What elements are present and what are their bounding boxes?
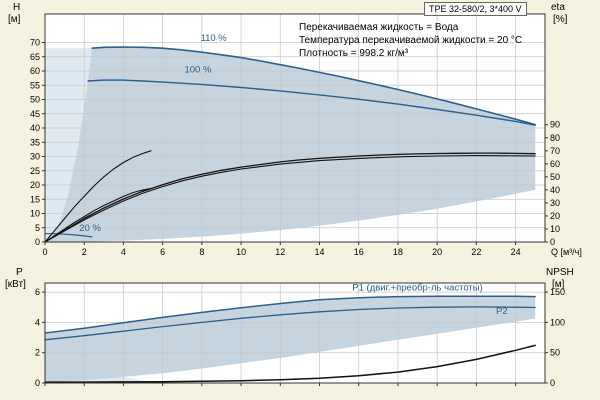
x-tick-label: 12 xyxy=(275,247,285,257)
y2-tick-label: 40 xyxy=(550,185,560,195)
y2-tick-label: 70 xyxy=(550,146,560,156)
fluid-info-block: Перекачиваемая жидкость = Вода Температу… xyxy=(299,21,522,60)
y2-tick-label: 30 xyxy=(550,198,560,208)
eta-curve-partial-low xyxy=(44,188,152,243)
speed-envelope-light xyxy=(45,48,93,243)
npsh-axis-unit: [м] xyxy=(552,279,565,290)
x-tick-label: 14 xyxy=(315,247,325,257)
y-tick-label: 40 xyxy=(30,123,40,133)
y-tick-label: 50 xyxy=(30,95,40,105)
info-line-density: Плотность = 998.2 кг/м³ xyxy=(299,48,409,59)
y-tick-label: 70 xyxy=(30,38,40,48)
power-npsh-chart: 0 2 4 6 0 50 100 150 P1 (двиг.+преобр-ль частоты… xyxy=(35,282,565,388)
y-tick-label: 5 xyxy=(35,223,40,233)
info-line-temperature: Температура перекачиваемой жидкости = 20… xyxy=(299,35,523,46)
p1-curve xyxy=(44,295,536,334)
x-axis-label: Q [м³/ч] xyxy=(551,247,582,257)
y-tick-label: 25 xyxy=(30,166,40,176)
y-tick-label: 35 xyxy=(30,137,40,147)
y-tick-label: 4 xyxy=(35,317,40,327)
eta-axis-title: eta xyxy=(551,2,565,13)
y2-tick-label: 20 xyxy=(550,211,560,221)
y2-tick-label: 150 xyxy=(550,287,565,297)
p2-curve xyxy=(44,306,536,341)
y2-tick-label: 50 xyxy=(550,172,560,182)
x-tick-label: 10 xyxy=(236,247,246,257)
x-tick-label: 0 xyxy=(42,247,47,257)
x-tick-label: 16 xyxy=(354,247,364,257)
eta-curve-partial-high xyxy=(44,150,152,243)
y2-tick-label: 100 xyxy=(550,317,565,327)
power-chart-frame xyxy=(44,282,546,384)
curve-label: P1 (двиг.+преобр-ль частоты) xyxy=(352,283,482,294)
pump-type-title: TPE 32-580/2, 3*400 V xyxy=(424,2,527,16)
x-tick-label: 20 xyxy=(432,247,442,257)
y2-tick-label: 0 xyxy=(550,378,555,388)
y-tick-label: 0 xyxy=(35,378,40,388)
x-tick-label: 8 xyxy=(199,247,204,257)
y-tick-label: 2 xyxy=(35,348,40,358)
curve-label: 20 % xyxy=(79,223,101,234)
y-tick-label: 0 xyxy=(35,237,40,247)
pump-curve-100pct xyxy=(87,79,536,126)
x-tick-label: 4 xyxy=(121,247,126,257)
y2-tick-label: 80 xyxy=(550,133,560,143)
y2-tick-label: 60 xyxy=(550,159,560,169)
x-tick-label: 18 xyxy=(393,247,403,257)
curve-label: 110 % xyxy=(201,33,228,44)
y2-tick-label: 0 xyxy=(550,237,555,247)
x-tick-label: 22 xyxy=(471,247,481,257)
eta-curve-pump xyxy=(44,152,536,243)
y2-tick-label: 90 xyxy=(550,120,560,130)
y-tick-label: 6 xyxy=(35,287,40,297)
y-tick-label: 65 xyxy=(30,52,40,62)
y-tick-label: 45 xyxy=(30,109,40,119)
y2-tick-label: 10 xyxy=(550,224,560,234)
head-efficiency-chart: 0 2 4 6 8 10 12 14 16 18 20 22 24 Q [м³/ч]05101520253… xyxy=(30,13,582,257)
npsh-axis-title: NPSH xyxy=(546,267,574,278)
p-axis-unit: [кВт] xyxy=(5,279,26,290)
x-tick-label: 2 xyxy=(82,247,87,257)
pump-curve-110pct xyxy=(91,46,536,126)
h-axis-title: H xyxy=(13,2,21,13)
eta-axis-unit: [%] xyxy=(553,14,568,25)
y-tick-label: 60 xyxy=(30,66,40,76)
speed-envelope xyxy=(45,47,536,242)
x-tick-label: 24 xyxy=(511,247,521,257)
x-tick-label: 6 xyxy=(160,247,165,257)
y2-tick-label: 50 xyxy=(550,348,560,358)
y-tick-label: 10 xyxy=(30,209,40,219)
p-axis-title: P xyxy=(16,267,23,278)
curve-label: P2 xyxy=(496,306,508,317)
y-tick-label: 30 xyxy=(30,152,40,162)
pump-curve-20pct xyxy=(44,233,93,238)
info-line-fluid: Перекачиваемая жидкость = Вода xyxy=(299,22,459,33)
curve-label: 100 % xyxy=(184,64,211,75)
h-axis-unit: [м] xyxy=(8,14,21,25)
y-tick-label: 20 xyxy=(30,180,40,190)
y-tick-label: 15 xyxy=(30,194,40,204)
y-tick-label: 55 xyxy=(30,80,40,90)
npsh-curve xyxy=(44,344,536,383)
eta-curve-total xyxy=(44,155,536,243)
power-envelope xyxy=(45,296,536,383)
